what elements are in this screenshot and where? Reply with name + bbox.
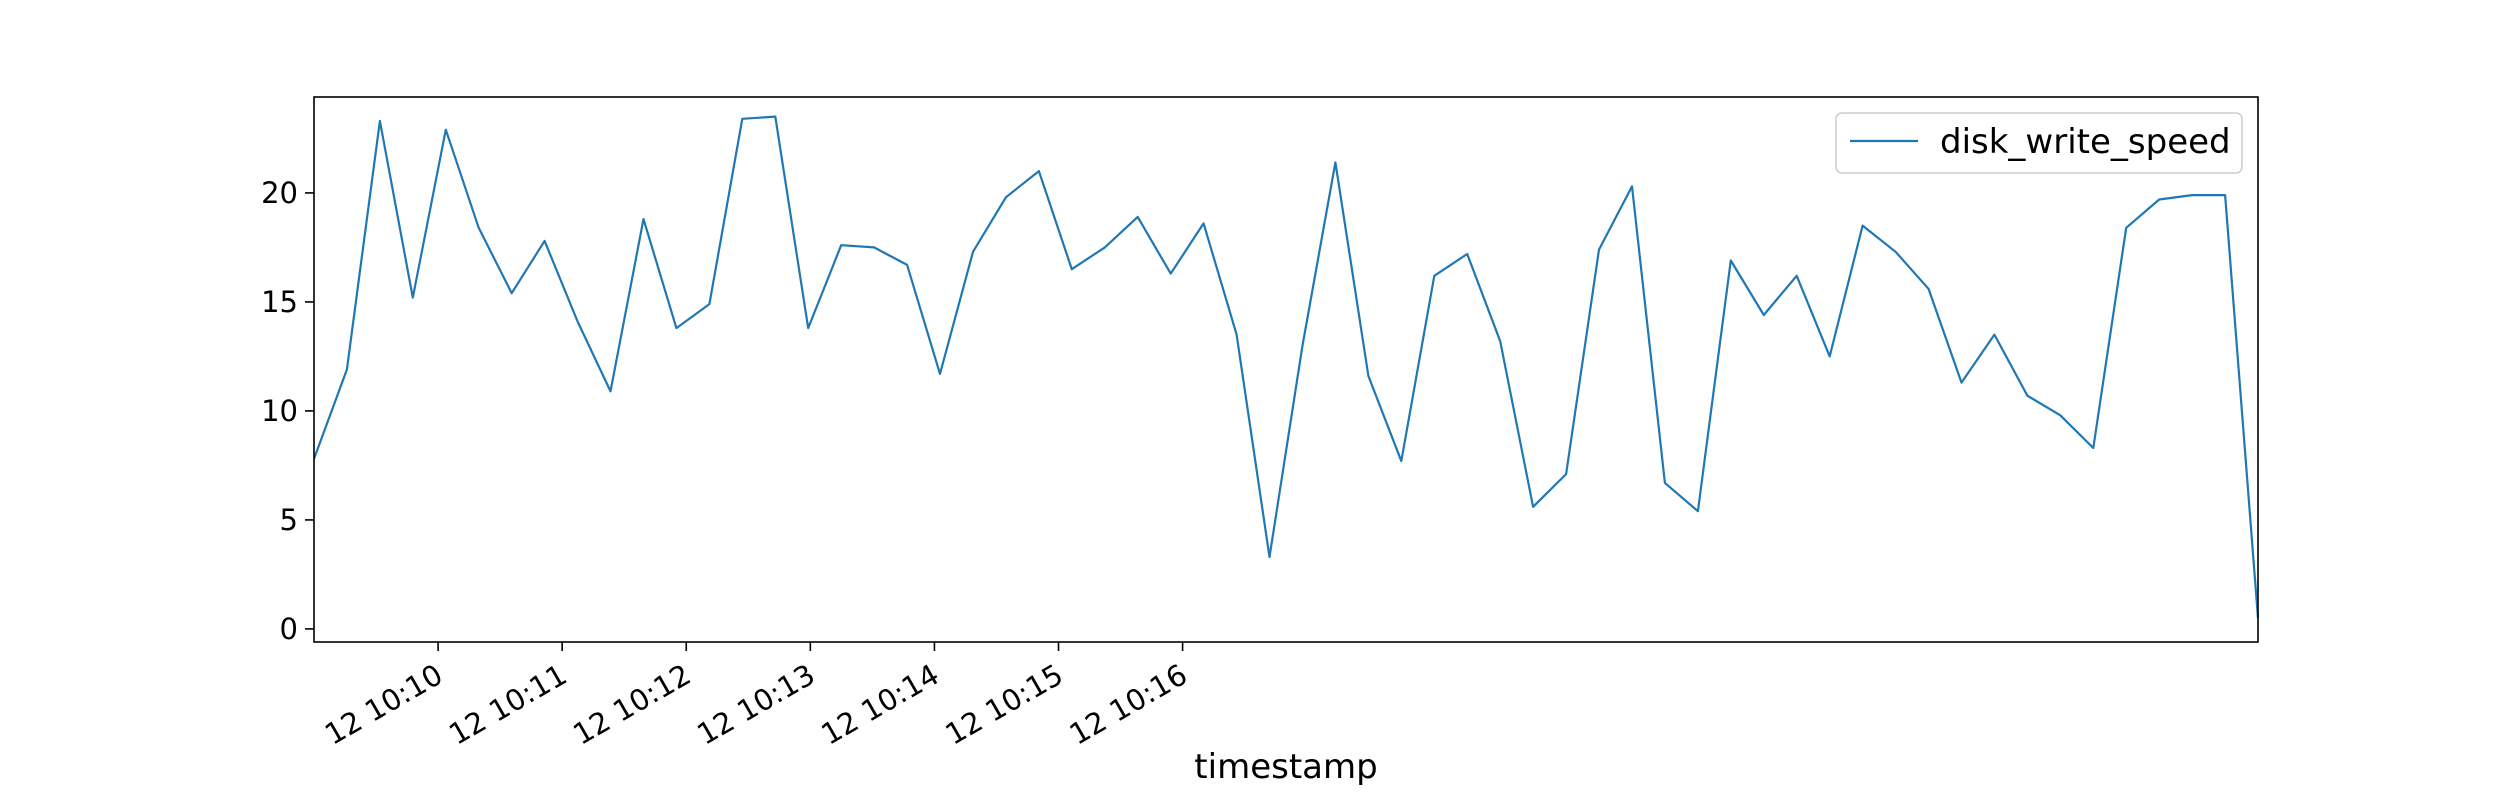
x-tick-label: 12 10:10	[319, 657, 448, 751]
legend-label: disk_write_speed	[1940, 122, 2231, 162]
plot-frame	[313, 96, 2259, 643]
y-tick-label: 10	[261, 394, 298, 428]
x-tick-label: 12 10:15	[939, 657, 1068, 751]
plot-area	[312, 96, 2260, 643]
x-tick-label: 12 10:11	[443, 657, 572, 751]
series-line-disk_write_speed	[312, 115, 2260, 619]
y-tick-label: 5	[280, 503, 298, 537]
y-tick-label: 15	[261, 285, 298, 319]
x-axis-title: timestamp	[1194, 747, 1377, 787]
x-tick-label: 12 10:14	[815, 657, 944, 751]
x-tick-label: 12 10:12	[567, 657, 696, 751]
x-tick-label: 12 10:16	[1064, 657, 1193, 751]
y-tick-label: 0	[280, 612, 298, 646]
y-tick-label: 20	[261, 176, 298, 210]
legend: disk_write_speed	[1835, 112, 2243, 174]
x-tick-label: 12 10:13	[691, 657, 820, 751]
legend-box	[1835, 112, 2243, 174]
y-axis: 0 5 10 15 20	[261, 176, 314, 646]
